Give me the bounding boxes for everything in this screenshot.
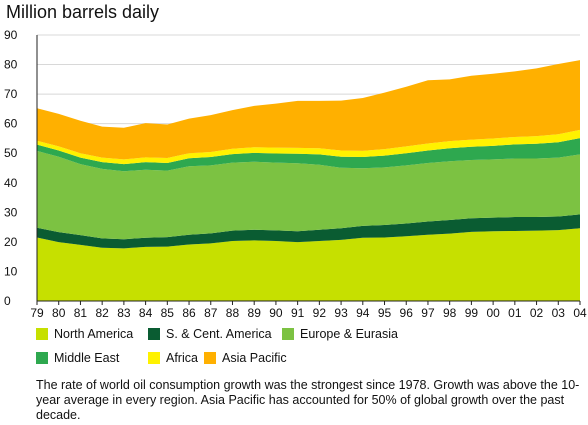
x-tick-label: 86 bbox=[182, 306, 196, 320]
x-tick-label: 03 bbox=[552, 306, 566, 320]
y-tick-label: 90 bbox=[4, 28, 18, 42]
area-series bbox=[37, 60, 580, 301]
x-tick-label: 99 bbox=[465, 306, 479, 320]
x-tick-label: 96 bbox=[400, 306, 414, 320]
legend-item: Africa bbox=[148, 350, 198, 366]
x-tick-label: 91 bbox=[291, 306, 305, 320]
area-asia-pacific bbox=[37, 60, 580, 160]
legend-label: Middle East bbox=[54, 351, 120, 365]
x-tick-label: 79 bbox=[30, 306, 44, 320]
legend-label: North America bbox=[54, 327, 134, 341]
x-tick-label: 90 bbox=[269, 306, 283, 320]
x-tick-label: 93 bbox=[334, 306, 348, 320]
y-tick-label: 70 bbox=[4, 87, 18, 101]
chart-caption: The rate of world oil consumption growth… bbox=[36, 378, 580, 422]
x-tick-label: 92 bbox=[313, 306, 327, 320]
area-s-cent-america bbox=[37, 214, 580, 249]
y-tick-labels: 0 10 20 30 40 50 60 70 80 90 bbox=[4, 28, 18, 308]
y-tick-label: 80 bbox=[4, 58, 18, 72]
chart-title: Million barrels daily bbox=[6, 2, 160, 22]
legend-label: Asia Pacific bbox=[222, 351, 287, 365]
x-tick-label: 82 bbox=[95, 306, 109, 320]
legend-label: Africa bbox=[166, 351, 198, 365]
x-tick-label: 88 bbox=[226, 306, 240, 320]
x-tick-label: 97 bbox=[421, 306, 435, 320]
x-tick-label: 81 bbox=[74, 306, 88, 320]
y-tick-label: 40 bbox=[4, 176, 18, 190]
x-tick-label: 94 bbox=[356, 306, 370, 320]
legend-swatch bbox=[148, 352, 160, 364]
legend-item: North America bbox=[36, 326, 133, 342]
x-tick-label: 87 bbox=[204, 306, 218, 320]
x-tick-label: 80 bbox=[52, 306, 66, 320]
legend-swatch bbox=[36, 328, 48, 340]
x-tick-labels: 79 80 81 82 83 84 85 86 87 88 89 90 91 92 93 94 95 96 97 98… bbox=[30, 301, 587, 320]
legend-swatch bbox=[148, 328, 160, 340]
y-tick-label: 60 bbox=[4, 117, 18, 131]
x-tick-label: 83 bbox=[117, 306, 131, 320]
x-tick-label: 84 bbox=[139, 306, 153, 320]
legend-label: S. & Cent. America bbox=[166, 327, 272, 341]
x-tick-label: 00 bbox=[486, 306, 500, 320]
y-tick-label: 30 bbox=[4, 205, 18, 219]
axes bbox=[36, 35, 580, 302]
y-tick-label: 10 bbox=[4, 264, 18, 278]
legend-item: Middle East bbox=[36, 350, 119, 366]
legend-item: Asia Pacific bbox=[204, 350, 287, 366]
x-tick-label: 98 bbox=[443, 306, 457, 320]
legend-swatch bbox=[204, 352, 216, 364]
x-tick-label: 89 bbox=[248, 306, 262, 320]
y-tick-label: 20 bbox=[4, 235, 18, 249]
legend-swatch bbox=[36, 352, 48, 364]
y-tick-label: 0 bbox=[4, 294, 11, 308]
x-tick-label: 01 bbox=[508, 306, 522, 320]
area-europe-eurasia bbox=[37, 150, 580, 240]
legend-swatch bbox=[282, 328, 294, 340]
x-tick-label: 95 bbox=[378, 306, 392, 320]
legend-item: Europe & Eurasia bbox=[282, 326, 398, 342]
x-tick-label: 04 bbox=[573, 306, 587, 320]
area-north-america bbox=[37, 228, 580, 301]
x-tick-label: 85 bbox=[161, 306, 175, 320]
area-middle-east bbox=[37, 138, 580, 172]
legend-label: Europe & Eurasia bbox=[300, 327, 398, 341]
legend-item: S. & Cent. America bbox=[148, 326, 272, 342]
y-tick-label: 50 bbox=[4, 146, 18, 160]
x-tick-label: 02 bbox=[530, 306, 544, 320]
